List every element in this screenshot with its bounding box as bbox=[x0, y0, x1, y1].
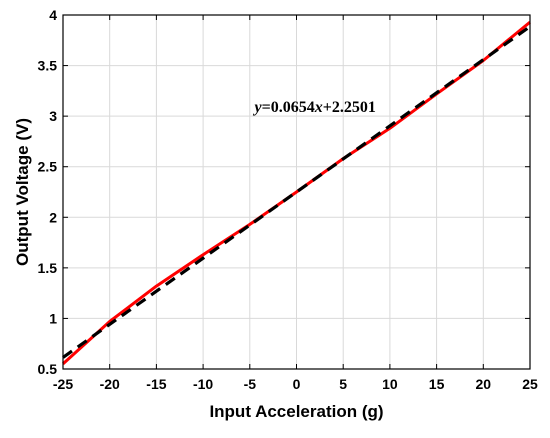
fit-equation-annotation: y=0.0654x+2.2501 bbox=[252, 99, 375, 116]
x-tick-label: -15 bbox=[146, 376, 166, 392]
x-tick-label: -25 bbox=[53, 376, 73, 392]
series-layer bbox=[61, 20, 531, 366]
annotation-part: x bbox=[314, 99, 323, 116]
y-tick-label: 2 bbox=[49, 209, 57, 225]
axis-ticks bbox=[62, 14, 531, 370]
x-tick-label: 15 bbox=[429, 376, 445, 392]
annotation-part: +2.2501 bbox=[323, 99, 376, 116]
y-tick-label: 4 bbox=[49, 7, 57, 23]
x-tick-labels: -25 -20 -15 -10 -5 0 5 10 15 20 25 bbox=[53, 376, 538, 392]
linear-fit-line bbox=[62, 25, 531, 359]
x-tick-label: -5 bbox=[244, 376, 257, 392]
y-axis-label: Output Voltage (V) bbox=[13, 118, 32, 266]
y-tick-label: 2.5 bbox=[38, 159, 58, 175]
x-tick-label: 20 bbox=[476, 376, 492, 392]
y-tick-label: 1.5 bbox=[38, 260, 58, 276]
x-axis-label: Input Acceleration (g) bbox=[209, 402, 383, 421]
x-tick-label: -10 bbox=[193, 376, 213, 392]
x-tick-label: 25 bbox=[522, 376, 538, 392]
annotation-part: y bbox=[252, 99, 262, 116]
y-tick-label: 1 bbox=[49, 310, 57, 326]
x-tick-label: -20 bbox=[100, 376, 120, 392]
x-tick-label: 0 bbox=[293, 376, 301, 392]
x-tick-label: 10 bbox=[382, 376, 398, 392]
x-tick-label: 5 bbox=[339, 376, 347, 392]
y-tick-labels: 0.5 1 1.5 2 2.5 3 3.5 4 bbox=[38, 7, 58, 377]
annotation-part: =0.0654 bbox=[262, 99, 315, 116]
y-tick-label: 3 bbox=[49, 108, 57, 124]
y-tick-label: 3.5 bbox=[38, 58, 58, 74]
y-tick-label: 0.5 bbox=[38, 361, 58, 377]
